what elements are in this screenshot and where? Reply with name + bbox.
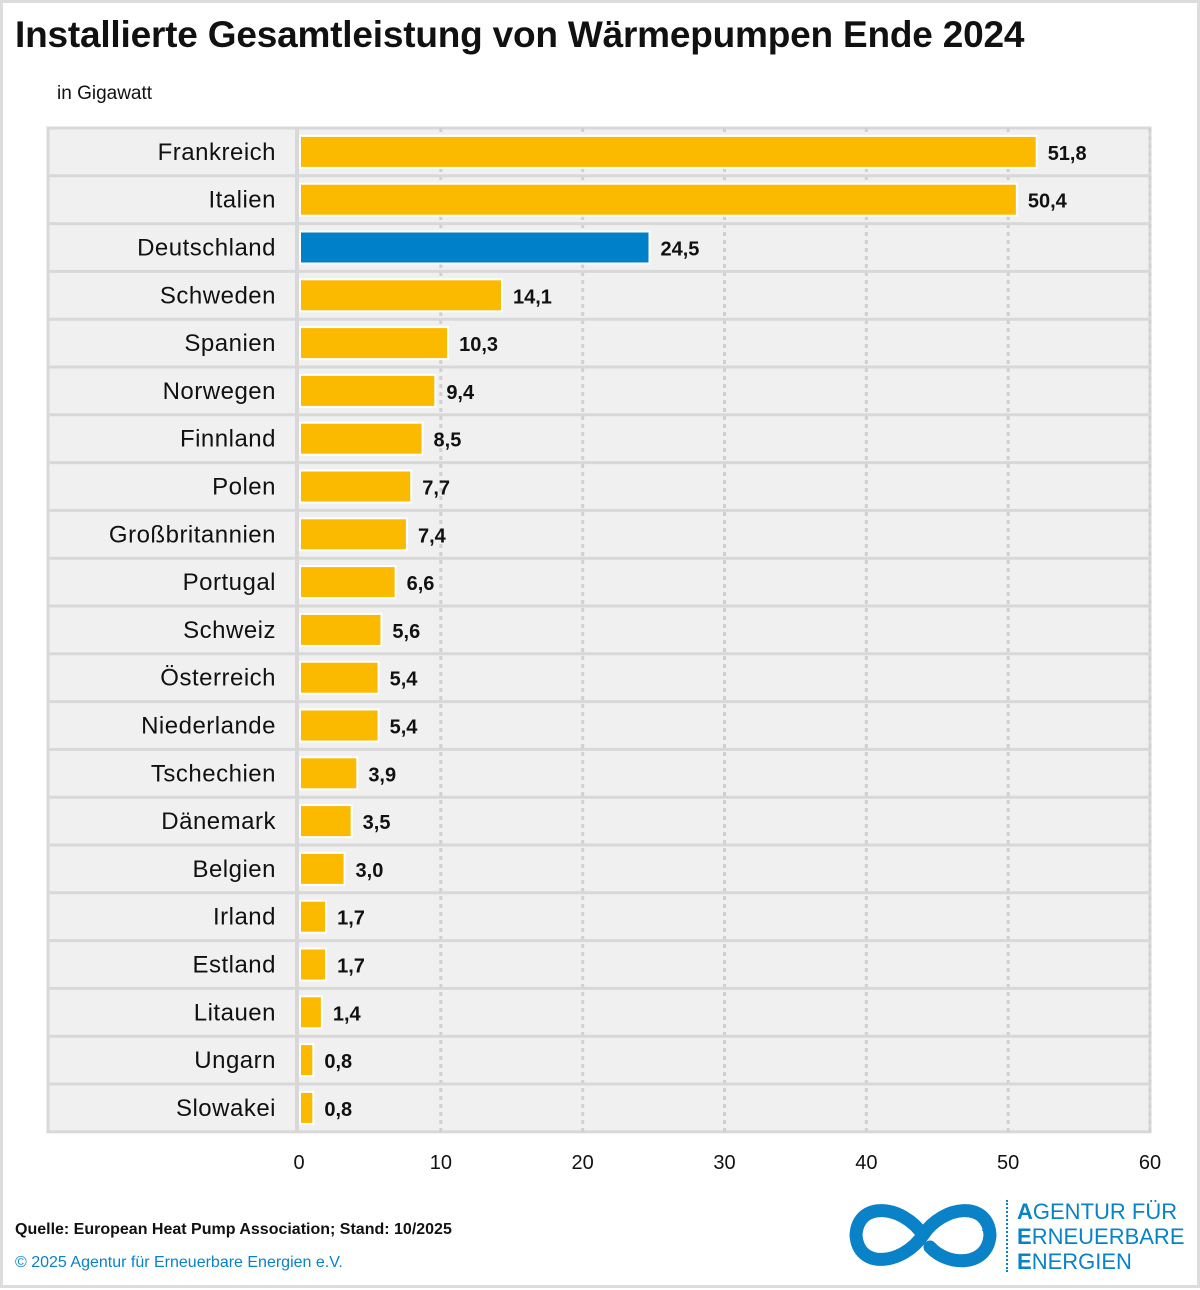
value-label: 0,8 — [324, 1099, 352, 1121]
category-label: Norwegen — [163, 378, 276, 405]
x-tick-label: 60 — [1139, 1152, 1161, 1174]
value-label: 3,9 — [368, 764, 396, 786]
bar — [301, 423, 422, 454]
value-label: 5,4 — [390, 717, 419, 739]
category-label: Niederlande — [141, 713, 276, 740]
category-label: Slowakei — [176, 1095, 276, 1122]
bar — [301, 519, 406, 550]
bar — [301, 1092, 313, 1123]
logo-line: GENTUR FÜR — [1032, 1199, 1178, 1224]
value-label: 10,3 — [459, 334, 498, 356]
category-label: Belgien — [192, 856, 276, 883]
value-label: 24,5 — [660, 239, 699, 261]
bar — [301, 949, 326, 980]
x-tick-label: 50 — [997, 1152, 1019, 1174]
logo-line: NERGIEN — [1031, 1249, 1132, 1274]
bar — [301, 232, 649, 263]
category-label: Dänemark — [161, 808, 276, 835]
category-label: Frankreich — [158, 139, 276, 166]
plot-background — [46, 126, 1152, 1134]
category-label: Litauen — [194, 999, 276, 1026]
bar — [301, 184, 1016, 215]
value-label: 5,4 — [390, 669, 419, 691]
category-label: Estland — [192, 952, 276, 979]
bar — [301, 901, 326, 932]
x-tick-label: 40 — [855, 1152, 877, 1174]
category-label: Ungarn — [194, 1047, 276, 1074]
bar — [301, 806, 351, 837]
bar — [301, 758, 357, 789]
category-label: Irland — [213, 904, 276, 931]
logo-initial: E — [1017, 1224, 1032, 1249]
category-label: Schweden — [160, 282, 276, 309]
logo-line: RNEUERBARE — [1031, 1224, 1185, 1249]
bar — [301, 1045, 313, 1076]
bar-chart: Frankreich 51,8 Italien 50,4 Deutschland 24,5… — [46, 126, 1161, 1174]
chart-title: Installierte Gesamtleistung von Wärmepum… — [15, 14, 1025, 55]
value-label: 6,6 — [407, 573, 435, 595]
value-label: 3,5 — [363, 812, 391, 834]
category-label: Großbritannien — [109, 521, 276, 548]
category-label: Italien — [208, 187, 276, 214]
bar — [301, 710, 378, 741]
value-label: 7,7 — [422, 478, 450, 500]
x-tick-label: 20 — [572, 1152, 594, 1174]
value-label: 0,8 — [324, 1051, 352, 1073]
category-label: Finnland — [180, 426, 276, 453]
source-note: Quelle: European Heat Pump Association; … — [15, 1221, 452, 1238]
logo-initial: A — [1017, 1199, 1033, 1224]
value-label: 1,7 — [337, 956, 365, 978]
x-tick-label: 0 — [293, 1152, 304, 1174]
value-label: 1,7 — [337, 908, 365, 930]
category-label: Schweiz — [183, 617, 276, 644]
bar — [301, 614, 381, 645]
category-label: Tschechien — [151, 760, 276, 787]
bar — [301, 662, 378, 693]
value-label: 1,4 — [333, 1003, 362, 1025]
bar — [301, 567, 395, 598]
bar — [301, 853, 344, 884]
value-label: 8,5 — [434, 430, 462, 452]
category-label: Polen — [212, 474, 276, 501]
category-label: Spanien — [184, 330, 276, 357]
value-label: 50,4 — [1028, 191, 1068, 213]
value-label: 5,6 — [392, 621, 420, 643]
logo-separator — [1006, 1200, 1008, 1272]
unit-label: in Gigawatt — [57, 83, 153, 104]
value-label: 9,4 — [446, 382, 475, 404]
bar — [301, 136, 1036, 167]
copyright-note: © 2025 Agentur für Erneuerbare Energien … — [15, 1254, 343, 1271]
x-tick-label: 10 — [430, 1152, 452, 1174]
value-label: 7,4 — [418, 525, 447, 547]
value-label: 14,1 — [513, 286, 552, 308]
bar — [301, 375, 435, 406]
value-label: 3,0 — [356, 860, 384, 882]
x-tick-label: 30 — [713, 1152, 735, 1174]
category-label: Österreich — [160, 665, 276, 692]
bar — [301, 280, 501, 311]
category-label: Deutschland — [137, 235, 276, 262]
bar — [301, 471, 411, 502]
bar — [301, 328, 448, 359]
logo-text: AGENTUR FÜR ERNEUERBARE ENERGIEN — [1017, 1199, 1185, 1274]
infinity-logo-icon — [849, 1204, 997, 1268]
logo-initial: E — [1017, 1249, 1032, 1274]
bar — [301, 997, 321, 1028]
value-label: 51,8 — [1048, 143, 1087, 165]
category-label: Portugal — [183, 569, 276, 596]
